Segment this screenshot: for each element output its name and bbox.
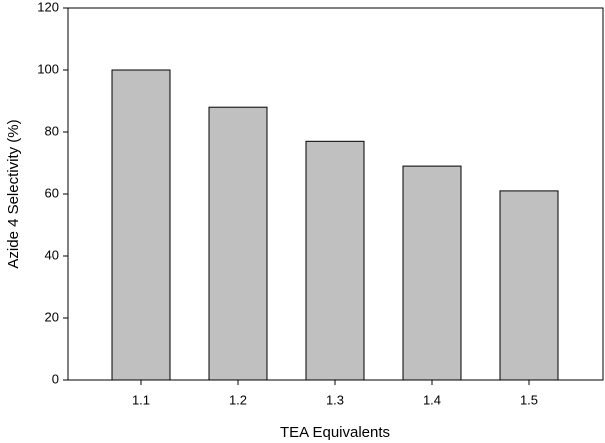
x-tick-label: 1.2 [229, 392, 247, 407]
y-axis-label: Azide 4 Selectivity (%) [5, 119, 22, 268]
y-tick-label: 40 [45, 247, 59, 262]
x-tick-label: 1.3 [326, 392, 344, 407]
plot-frame [67, 7, 604, 381]
bar [499, 190, 559, 381]
bar [305, 140, 365, 381]
x-axis-label: TEA Equivalents [280, 424, 390, 441]
bar [208, 106, 268, 381]
x-tick-label: 1.5 [520, 392, 538, 407]
bar [111, 69, 171, 381]
x-tick-label: 1.1 [132, 392, 150, 407]
y-tick-label: 60 [45, 185, 59, 200]
x-tick-label: 1.4 [423, 392, 441, 407]
y-tick-label: 100 [37, 61, 59, 76]
y-tick-label: 0 [52, 371, 59, 386]
bar [402, 165, 462, 381]
y-tick-label: 20 [45, 309, 59, 324]
y-tick-label: 120 [37, 0, 59, 14]
y-tick-label: 80 [45, 123, 59, 138]
